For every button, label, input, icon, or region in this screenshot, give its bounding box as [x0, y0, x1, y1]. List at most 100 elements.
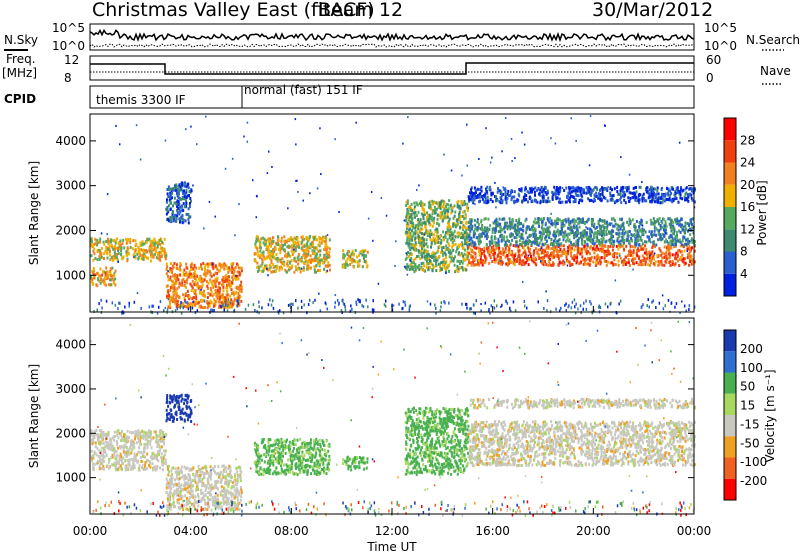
- scatter-cell: [232, 300, 235, 304]
- scatter-cell: [672, 242, 675, 246]
- scatter-cell: [110, 256, 113, 260]
- scatter-cell: [587, 262, 590, 266]
- scatter-cell: [218, 304, 221, 308]
- scatter-cell: [99, 240, 101, 244]
- scatter-cell: [440, 267, 443, 271]
- scatter-cell: [471, 250, 474, 254]
- scatter-cell: [606, 199, 609, 203]
- noise-cell: [658, 301, 661, 305]
- nave-label: Nave: [760, 64, 791, 78]
- scatter-cell: [602, 244, 605, 247]
- scatter-cell: [475, 191, 477, 195]
- scatter-cell: [239, 284, 242, 288]
- scatter-cell: [503, 243, 506, 247]
- scatter-cell: [318, 240, 321, 244]
- scatter-cell: [557, 230, 560, 234]
- scatter-cell: [194, 292, 197, 296]
- scatter-cell: [450, 251, 453, 255]
- scatter-cell: [606, 227, 609, 231]
- scatter-cell: [692, 239, 695, 243]
- scatter-cell: [342, 255, 345, 259]
- scatter-cell: [670, 229, 673, 233]
- scatter-cell: [604, 187, 607, 191]
- scatter-cell: [134, 248, 137, 252]
- scatter-cell: [116, 237, 118, 241]
- scatter-cell: [636, 238, 639, 242]
- scatter-cell: [482, 232, 485, 236]
- scatter-cell: [365, 261, 368, 265]
- scatter-cell: [468, 258, 471, 262]
- scatter-cell: [414, 245, 417, 249]
- scatter-cell: [486, 200, 488, 203]
- scatter-cell: [420, 267, 423, 271]
- scatter-cell: [452, 232, 455, 236]
- scatter-cell: [265, 264, 268, 268]
- scatter-cell: [235, 290, 238, 294]
- scatter-cell: [517, 244, 520, 248]
- scatter-cell: [665, 239, 668, 243]
- scatter-cell: [449, 225, 452, 229]
- scatter-cell: [508, 258, 511, 262]
- scatter-cell: [279, 251, 282, 254]
- scatter-cell: [616, 232, 619, 236]
- scatter-cell: [201, 283, 204, 287]
- scatter-cell: [567, 232, 570, 236]
- scatter-cell: [145, 249, 147, 252]
- scatter-cell: [182, 293, 185, 297]
- scatter-cell: [311, 245, 314, 248]
- scatter-cell: [577, 237, 580, 241]
- scatter-cell: [593, 232, 596, 236]
- scatter-cell: [605, 249, 608, 253]
- scatter-cell: [174, 298, 177, 302]
- scatter-cell: [261, 236, 264, 240]
- scatter-cell: [275, 241, 278, 245]
- scatter-cell: [324, 242, 327, 246]
- scatter-cell: [686, 256, 689, 259]
- scatter-cell: [173, 196, 176, 200]
- scatter-cell: [518, 219, 521, 223]
- noise-cell: [434, 303, 436, 307]
- scatter-cell: [261, 251, 264, 255]
- scatter-cell: [499, 230, 502, 233]
- scatter-cell: [513, 195, 516, 199]
- scatter-cell: [484, 260, 487, 264]
- scatter-cell: [154, 241, 157, 245]
- scatter-cell: [415, 223, 418, 227]
- scatter-cell: [618, 244, 620, 247]
- scatter-cell: [169, 262, 172, 265]
- scatter-cell: [180, 198, 183, 202]
- scatter-cell: [451, 237, 454, 240]
- scatter-cell: [189, 215, 192, 219]
- scatter-cell: [579, 220, 582, 224]
- scatter-cell: [180, 204, 183, 208]
- scatter-cell: [460, 260, 463, 264]
- noise-cell: [180, 311, 183, 315]
- scatter-cell: [109, 278, 112, 282]
- scatter-cell: [228, 305, 231, 309]
- scatter-cell: [555, 192, 558, 196]
- scatter-cell: [497, 237, 500, 241]
- scatter-cell: [159, 258, 162, 262]
- scatter-cell: [480, 189, 483, 193]
- scatter-cell: [657, 197, 660, 201]
- scatter-cell: [306, 239, 309, 243]
- scatter-cell: [132, 253, 135, 257]
- scatter-cell: [291, 244, 294, 248]
- scatter-cell: [315, 259, 318, 263]
- scatter-cell: [536, 237, 539, 240]
- scatter-cell: [611, 188, 613, 192]
- scatter-cell: [685, 186, 688, 190]
- scatter-cell: [693, 260, 696, 264]
- nsearch-tick-high: 10^5: [704, 21, 737, 35]
- scatter-cell: [562, 244, 565, 248]
- scatter-cell: [595, 231, 598, 235]
- noise-cell: [271, 299, 274, 303]
- scatter-cell: [428, 201, 431, 205]
- scatter-cell: [234, 265, 237, 269]
- scatter-cell: [438, 244, 441, 248]
- scatter-cell: [169, 277, 172, 281]
- scatter-cell: [685, 242, 688, 246]
- noise-cell: [341, 311, 343, 315]
- scatter-cell: [574, 191, 577, 195]
- scatter-cell: [315, 264, 318, 267]
